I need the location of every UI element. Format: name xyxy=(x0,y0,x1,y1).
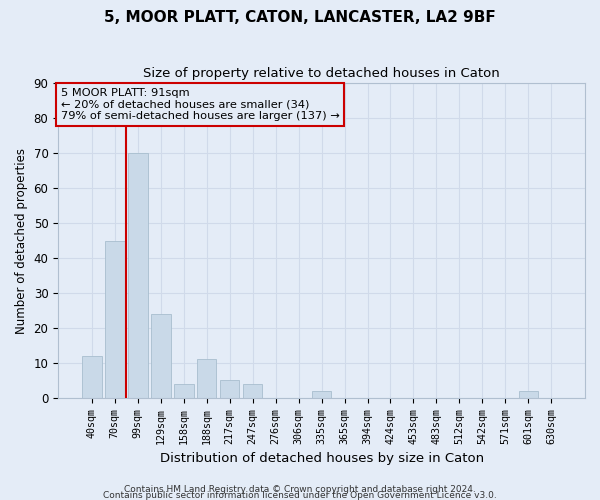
X-axis label: Distribution of detached houses by size in Caton: Distribution of detached houses by size … xyxy=(160,452,484,465)
Bar xyxy=(82,356,101,398)
Bar xyxy=(243,384,262,398)
Text: 5, MOOR PLATT, CATON, LANCASTER, LA2 9BF: 5, MOOR PLATT, CATON, LANCASTER, LA2 9BF xyxy=(104,10,496,25)
Bar xyxy=(518,391,538,398)
Text: Contains public sector information licensed under the Open Government Licence v3: Contains public sector information licen… xyxy=(103,490,497,500)
Bar xyxy=(312,391,331,398)
Text: 5 MOOR PLATT: 91sqm
← 20% of detached houses are smaller (34)
79% of semi-detach: 5 MOOR PLATT: 91sqm ← 20% of detached ho… xyxy=(61,88,340,121)
Bar xyxy=(128,153,148,398)
Bar xyxy=(151,314,170,398)
Y-axis label: Number of detached properties: Number of detached properties xyxy=(15,148,28,334)
Bar xyxy=(197,360,217,398)
Bar xyxy=(105,240,125,398)
Bar xyxy=(174,384,194,398)
Bar xyxy=(220,380,239,398)
Title: Size of property relative to detached houses in Caton: Size of property relative to detached ho… xyxy=(143,68,500,80)
Text: Contains HM Land Registry data © Crown copyright and database right 2024.: Contains HM Land Registry data © Crown c… xyxy=(124,484,476,494)
